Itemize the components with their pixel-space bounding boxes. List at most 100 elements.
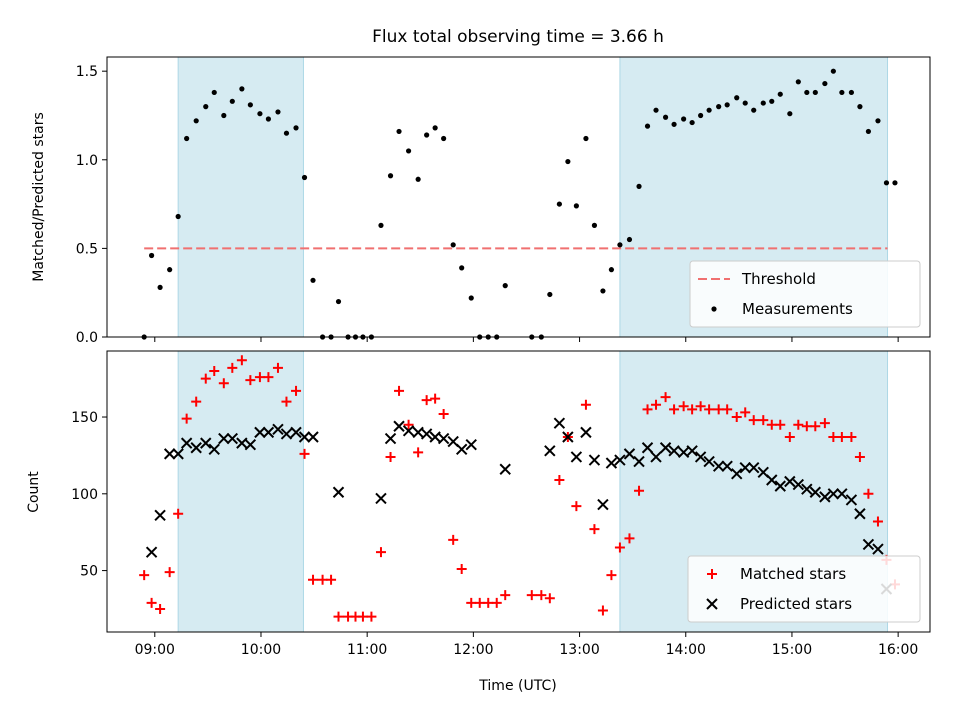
predicted-stars-point: [677, 446, 690, 459]
measurement-point: [795, 79, 801, 85]
legend-predicted-swatch: [706, 598, 718, 610]
measurement-point: [644, 123, 651, 129]
measurement-point: [229, 98, 235, 104]
matched-stars-point: [748, 415, 759, 426]
predicted-stars-point: [774, 480, 786, 492]
predicted-stars-point: [739, 461, 751, 474]
matched-stars-point: [722, 404, 733, 415]
matched-stars-point: [810, 421, 821, 432]
matched-stars-point: [200, 373, 211, 384]
matched-stars-point: [634, 485, 645, 496]
measurement-point: [608, 267, 615, 273]
matched-stars-point: [854, 451, 865, 462]
matched-stars-point: [326, 574, 337, 585]
predicted-stars-point: [262, 426, 275, 439]
predicted-stars-point: [429, 431, 441, 443]
predicted-stars-point: [412, 426, 424, 439]
predicted-stars-point: [562, 431, 574, 443]
predicted-stars-point: [226, 432, 239, 445]
matched-stars-point: [554, 474, 565, 485]
measurement-point: [415, 176, 421, 182]
measurement-point: [662, 114, 669, 120]
legend-matched-swatch: [707, 569, 717, 579]
measurement-point: [760, 100, 766, 106]
matched-stars-point: [775, 419, 786, 430]
matched-stars-point: [793, 419, 804, 430]
predicted-stars-point: [588, 454, 601, 466]
measurement-point: [742, 100, 748, 106]
top-ylabel: Matched/Predicted stars: [31, 112, 47, 282]
matched-stars-point: [872, 516, 883, 527]
matched-stars-point: [863, 488, 874, 499]
predicted-stars-point: [650, 451, 662, 463]
legend-measurement-swatch: [711, 306, 717, 312]
matched-stars-point: [766, 419, 777, 430]
measurement-point: [804, 89, 810, 96]
predicted-stars-point: [862, 538, 875, 551]
predicted-stars-point: [154, 509, 166, 522]
x-tick-label: 13:00: [559, 642, 599, 658]
matched-stars-point: [836, 431, 847, 442]
axes-frame: [106, 56, 931, 338]
measurement-point: [184, 135, 190, 142]
legend: Threshold Measurements: [689, 260, 921, 328]
matched-stars-point: [375, 547, 386, 558]
matched-stars-point: [308, 574, 319, 585]
predicted-stars-point: [580, 426, 592, 439]
matched-stars-point: [385, 451, 396, 462]
matched-stars-point: [421, 395, 432, 406]
observing-window-span: [177, 56, 304, 338]
matched-stars-point: [456, 564, 467, 575]
measurement-point: [769, 98, 775, 104]
measurement-point: [221, 112, 227, 119]
bottom-ylabel: Count: [26, 471, 42, 513]
measurement-point: [617, 242, 623, 248]
matched-stars-point: [448, 534, 459, 545]
matched-stars-point: [236, 355, 247, 366]
y-tick-label: 0.5: [76, 241, 98, 257]
matched-stars-point: [678, 401, 689, 412]
measurement-point: [167, 267, 173, 273]
measurement-point: [378, 222, 384, 228]
predicted-stars-point: [659, 442, 672, 454]
predicted-stars-point: [402, 425, 415, 437]
predicted-stars-point: [172, 448, 184, 460]
y-tick-label: 100: [71, 487, 98, 503]
predicted-stars-point: [384, 432, 397, 445]
measurement-point: [502, 283, 508, 289]
matched-stars-point: [740, 407, 751, 418]
predicted-stars-point: [254, 426, 266, 439]
x-tick-label: 16:00: [878, 642, 918, 658]
predicted-stars-point: [721, 460, 733, 472]
predicted-stars-point: [694, 451, 707, 463]
predicted-stars-point: [499, 463, 511, 475]
measurement-point: [724, 102, 730, 108]
y-tick-label: 1.5: [76, 64, 98, 80]
measurement-point: [716, 104, 722, 110]
matched-stars-point: [642, 404, 653, 415]
predicted-stars-point: [641, 442, 654, 454]
matched-stars-point: [606, 570, 617, 581]
measurement-point: [265, 116, 272, 122]
predicted-stars-point: [712, 460, 725, 472]
predicted-stars-point: [145, 546, 158, 558]
matched-stars-point: [624, 533, 635, 544]
predicted-stars-point: [854, 508, 866, 520]
predicted-stars-point: [200, 437, 212, 449]
top-panel: 0.0 0.5 1.0 1.5 Threshold Measurements: [76, 56, 931, 346]
measurement-point: [405, 148, 412, 154]
predicted-stars-point: [703, 455, 715, 468]
matched-stars-point: [245, 375, 256, 386]
measurement-point: [848, 89, 855, 96]
legend-box: [689, 260, 921, 328]
matched-stars-point: [394, 385, 405, 396]
matched-stars-point: [281, 396, 292, 407]
matched-stars-point: [209, 365, 220, 376]
matched-stars-point: [758, 415, 769, 426]
measurement-point: [600, 288, 606, 294]
matched-stars-point: [687, 404, 698, 415]
predicted-stars-point: [553, 417, 566, 429]
matched-stars-point: [704, 404, 715, 415]
measurement-point: [689, 119, 695, 126]
predicted-stars-point: [236, 437, 248, 449]
